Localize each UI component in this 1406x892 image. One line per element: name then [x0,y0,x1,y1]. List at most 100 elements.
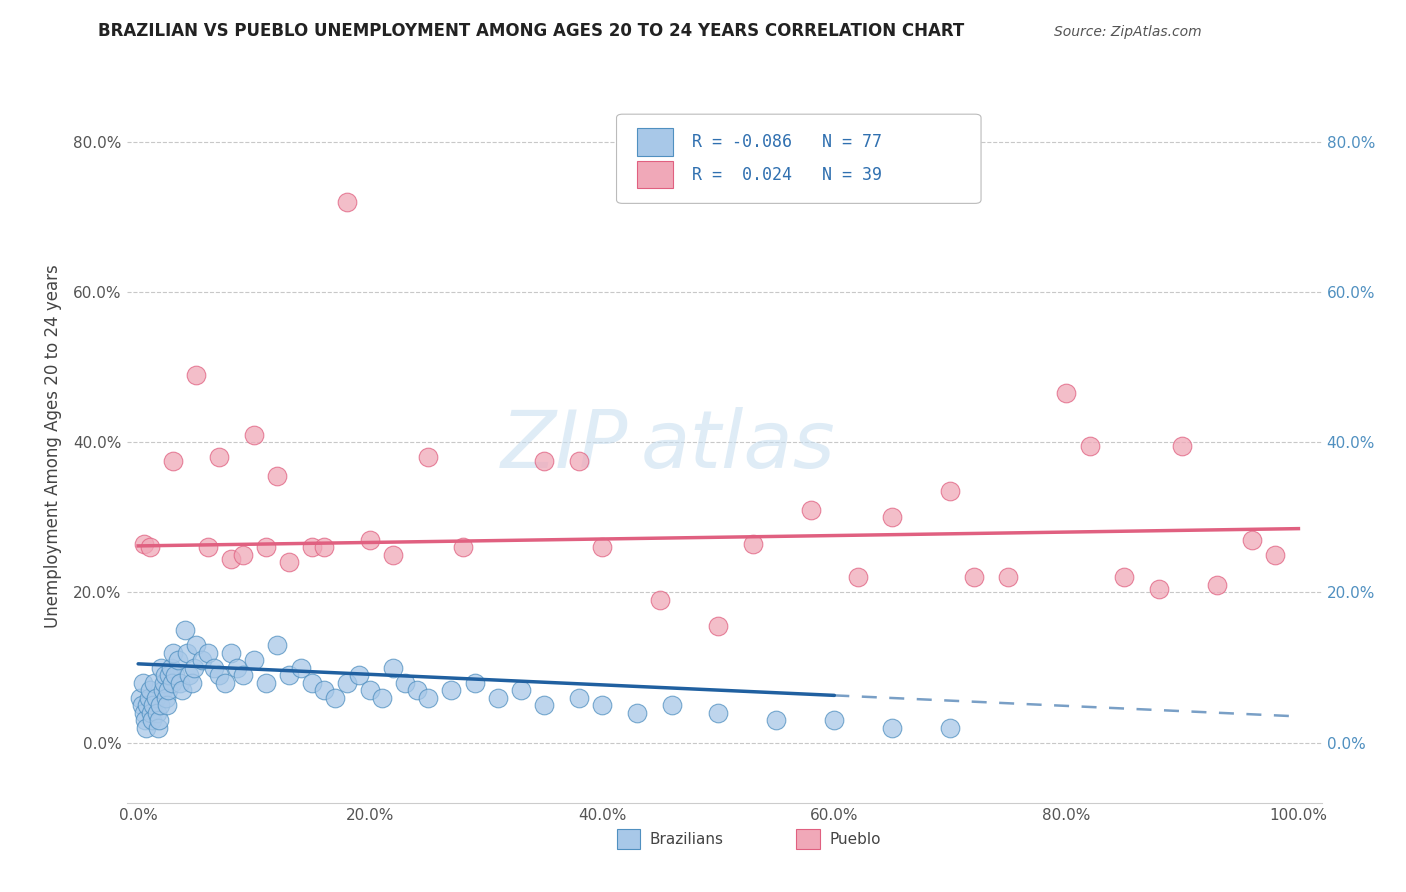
Point [153,668,176,682]
Point [266,469,288,483]
Point [1078,439,1101,453]
Point [219,551,242,566]
Point [172,683,194,698]
Point [312,541,335,555]
Point [139,706,162,720]
Point [132,536,155,550]
Point [148,713,170,727]
Point [173,623,195,637]
Point [707,706,730,720]
Point [135,721,157,735]
Text: BRAZILIAN VS PUEBLO UNEMPLOYMENT AMONG AGES 20 TO 24 YEARS CORRELATION CHART: BRAZILIAN VS PUEBLO UNEMPLOYMENT AMONG A… [98,21,965,39]
Point [371,690,394,705]
Point [301,675,323,690]
Point [1171,439,1194,453]
Point [150,660,173,674]
Point [197,541,219,555]
Point [145,690,167,705]
Text: R = -0.086   N = 77: R = -0.086 N = 77 [692,133,882,151]
Point [146,721,169,735]
Point [162,454,184,468]
Point [568,690,591,705]
Point [405,683,427,698]
Point [742,536,765,550]
Point [1114,570,1136,584]
Point [145,706,167,720]
Point [1240,533,1263,547]
Point [882,721,904,735]
Point [661,698,683,713]
Text: atlas: atlas [640,407,835,485]
Text: Brazilians: Brazilians [650,832,724,847]
Point [1147,582,1170,596]
Point [152,683,174,698]
Point [278,556,301,570]
Point [382,548,405,562]
Point [382,660,405,674]
Point [325,690,347,705]
Point [591,698,613,713]
Point [1264,548,1286,562]
Point [132,675,155,690]
Point [846,570,869,584]
Point [225,660,247,674]
Point [800,503,823,517]
Text: ZIP: ZIP [501,407,628,485]
Point [134,713,156,727]
Point [214,675,236,690]
Point [359,683,381,698]
Point [232,548,254,562]
Point [418,690,440,705]
Point [132,706,155,720]
Point [823,713,845,727]
Point [141,713,163,727]
Point [176,646,198,660]
Point [707,619,730,633]
Point [347,668,370,682]
Point [939,484,962,499]
Point [418,450,440,465]
Point [197,646,219,660]
Point [156,698,179,713]
Point [650,593,672,607]
Point [591,541,613,555]
FancyBboxPatch shape [637,161,672,188]
Point [129,690,152,705]
Point [359,533,381,547]
Point [180,675,202,690]
Point [312,683,335,698]
Point [179,668,201,682]
Point [243,427,266,442]
Text: R =  0.024   N = 39: R = 0.024 N = 39 [692,166,882,184]
Point [394,675,416,690]
FancyBboxPatch shape [796,830,820,849]
Point [138,690,160,705]
Point [254,541,277,555]
Point [157,683,180,698]
Y-axis label: Unemployment Among Ages 20 to 24 years: Unemployment Among Ages 20 to 24 years [44,264,62,628]
Point [939,721,962,735]
Point [464,675,486,690]
Point [183,660,205,674]
FancyBboxPatch shape [637,128,672,155]
Point [232,668,254,682]
Point [278,668,301,682]
Point [243,653,266,667]
Point [1206,578,1229,592]
Point [997,570,1019,584]
Point [451,541,474,555]
Point [533,698,555,713]
Point [186,638,208,652]
Point [142,698,165,713]
Point [186,368,208,382]
Point [131,698,153,713]
Point [336,194,359,209]
Point [208,668,231,682]
Point [254,675,277,690]
Point [143,675,166,690]
Point [139,541,162,555]
Point [208,450,231,465]
Point [160,675,183,690]
Point [152,675,174,690]
Point [191,653,214,667]
